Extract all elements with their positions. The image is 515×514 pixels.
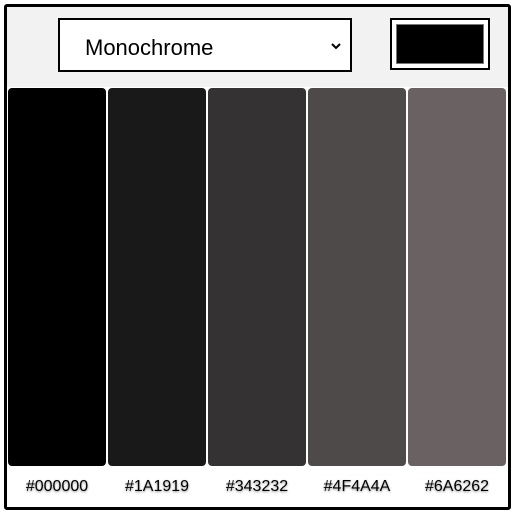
color-swatch[interactable]	[8, 88, 106, 466]
color-swatch[interactable]	[408, 88, 506, 466]
toolbar: Monochrome	[7, 7, 508, 87]
hex-label: #000000	[25, 478, 89, 495]
color-swatch[interactable]	[108, 88, 206, 466]
color-swatch[interactable]	[208, 88, 306, 466]
color-swatch[interactable]	[308, 88, 406, 466]
hex-label: #6A6262	[424, 478, 490, 495]
hex-label: #1A1919	[124, 478, 190, 495]
hex-label: #343232	[225, 478, 289, 495]
palette: #000000 #1A1919 #343232 #4F4A4A #6A6262	[8, 88, 508, 495]
color-picker[interactable]	[390, 18, 490, 70]
chevron-down-icon	[331, 43, 341, 50]
scheme-select[interactable]: Monochrome	[58, 18, 352, 72]
scheme-select-value: Monochrome	[85, 35, 214, 60]
color-picker-swatch	[396, 24, 484, 64]
app-frame: Monochrome #000000 #1A1919 #343232 #4F4A…	[4, 4, 511, 510]
hex-label: #4F4A4A	[323, 478, 391, 495]
